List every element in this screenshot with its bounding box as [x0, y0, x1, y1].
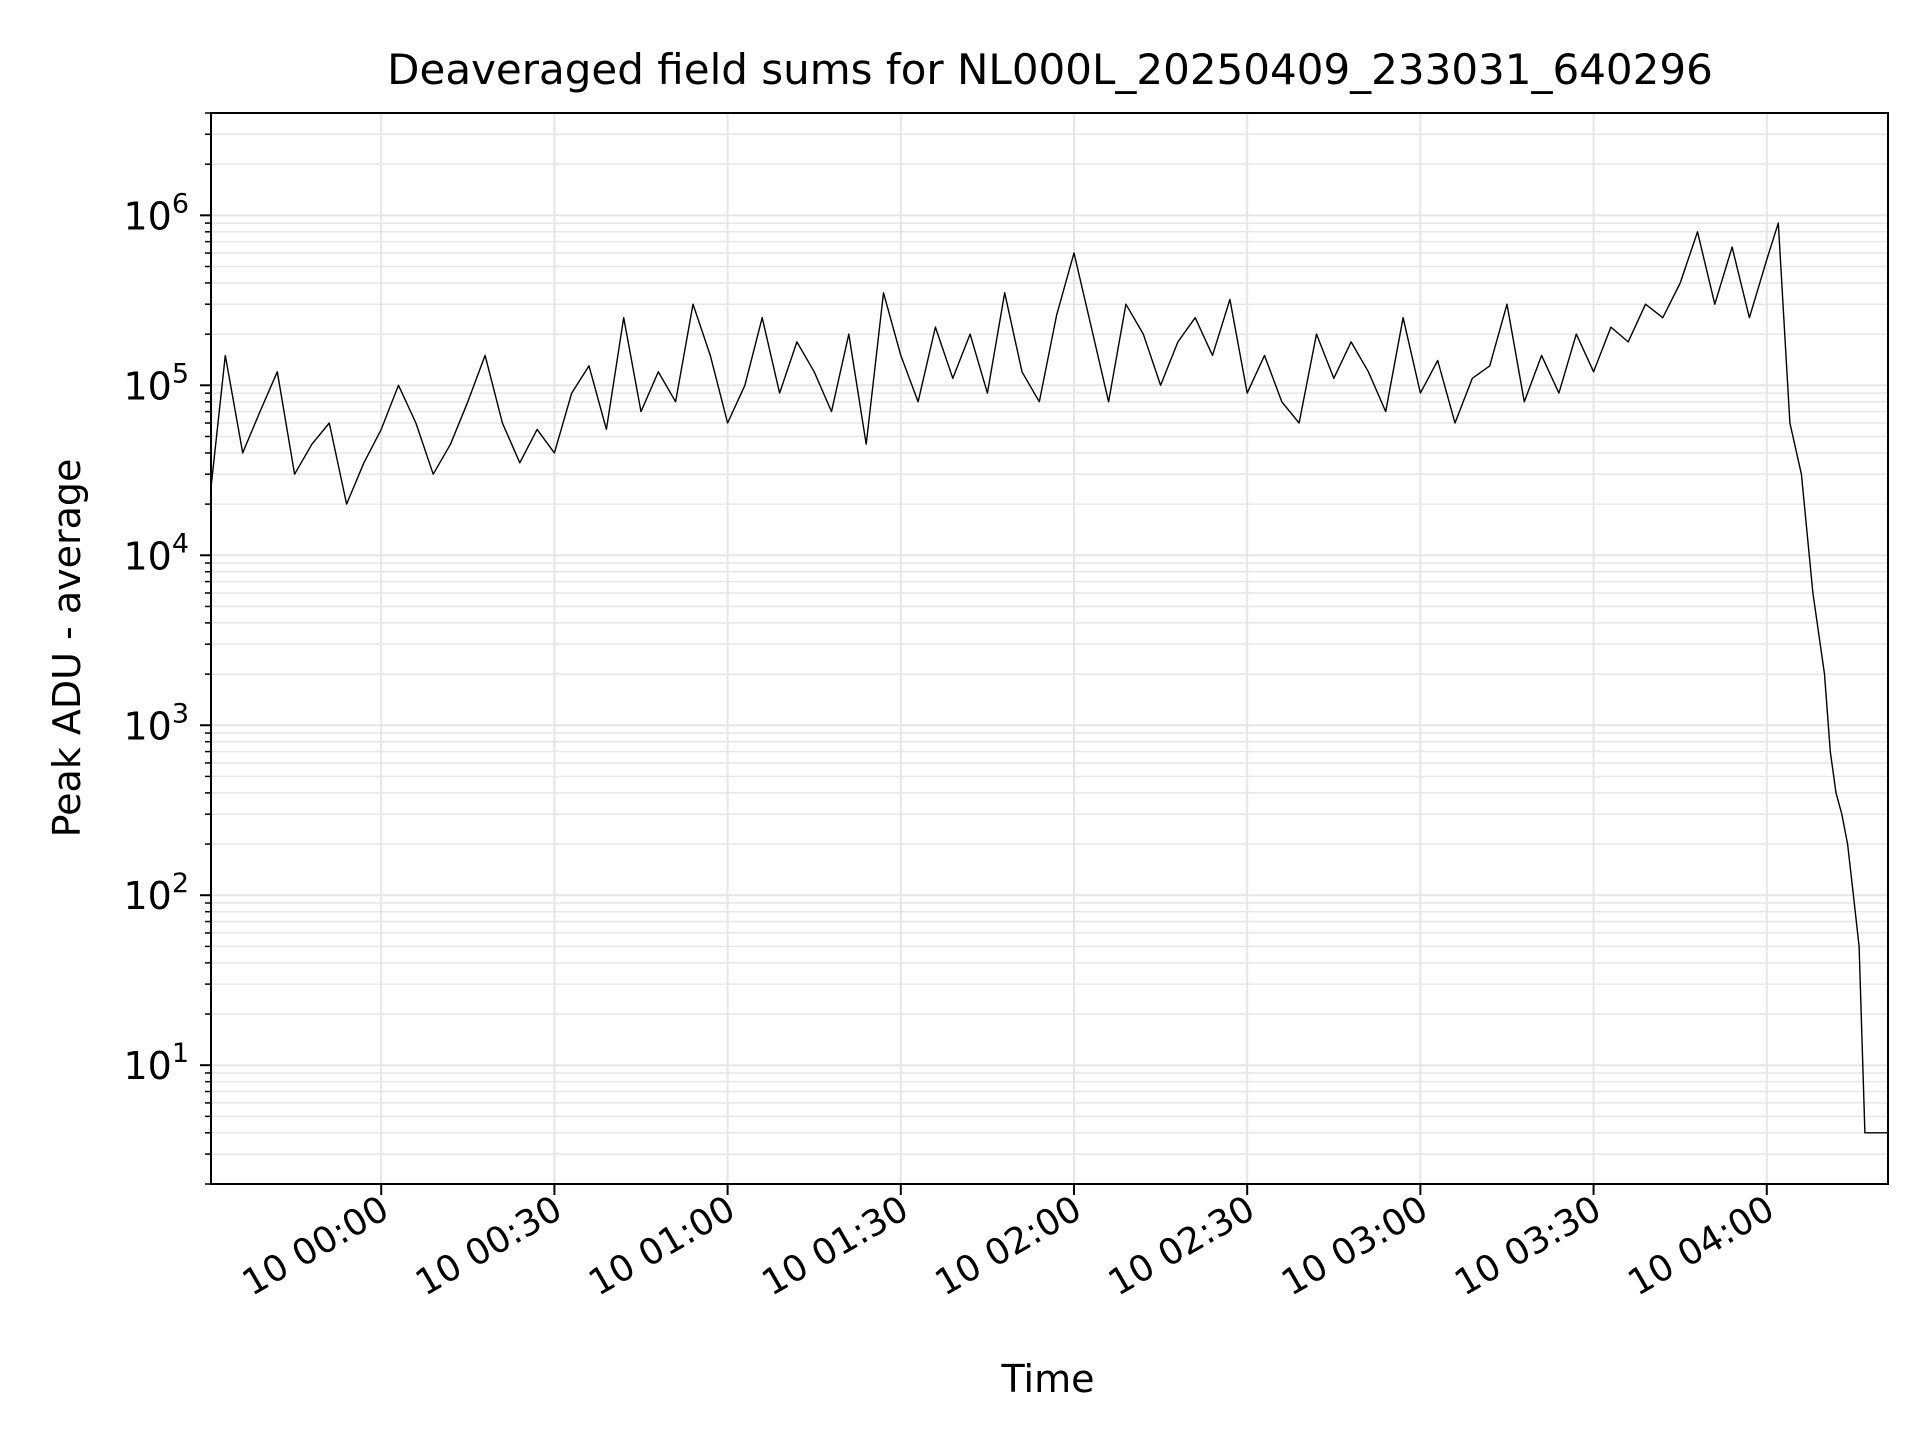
y-tick-label: 103	[123, 698, 189, 748]
y-tick-label: 102	[123, 868, 189, 918]
y-axis-label: Peak ADU - average	[45, 459, 89, 838]
y-tick-label: 106	[123, 188, 189, 238]
plot-area	[211, 113, 1888, 1184]
y-tick-label: 104	[123, 528, 189, 578]
y-tick-label: 101	[123, 1038, 189, 1088]
y-tick-label: 105	[123, 358, 189, 408]
grid	[211, 112, 1888, 1185]
chart-title: Deaveraged field sums for NL000L_2025040…	[387, 45, 1713, 94]
x-axis-label: Time	[1001, 1357, 1095, 1401]
series-line	[210, 222, 1888, 1134]
plot-frame	[210, 112, 1889, 1185]
